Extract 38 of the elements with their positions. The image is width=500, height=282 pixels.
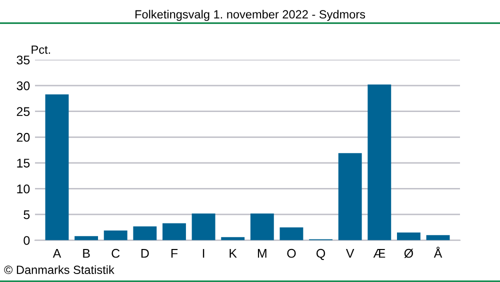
bar bbox=[74, 236, 98, 240]
y-tick-label: 25 bbox=[16, 107, 30, 116]
bar bbox=[45, 94, 69, 240]
y-tick-label: 15 bbox=[17, 158, 30, 168]
bar bbox=[221, 237, 245, 240]
y-tick-label: 20 bbox=[16, 132, 30, 142]
bar bbox=[104, 230, 128, 240]
y-tick-label: 35 bbox=[16, 56, 30, 64]
x-tick-label: Å bbox=[434, 246, 442, 258]
x-tick-label: V bbox=[346, 249, 354, 258]
bar bbox=[192, 213, 216, 240]
bar bbox=[396, 232, 420, 240]
x-tick-label: Ø bbox=[404, 248, 414, 258]
y-tick-label: 5 bbox=[24, 210, 30, 220]
bar bbox=[368, 84, 392, 240]
x-tick-label: D bbox=[141, 249, 149, 258]
x-tick-label: M bbox=[258, 249, 266, 258]
bar bbox=[426, 235, 450, 240]
x-tick-label: K bbox=[230, 249, 237, 258]
bar bbox=[133, 226, 157, 240]
x-tick-label: F bbox=[171, 249, 178, 258]
chart-title: Folketingsvalg 1. november 2022 - Sydmors bbox=[135, 10, 366, 21]
x-tick-label: I bbox=[202, 249, 204, 258]
x-tick-label: B bbox=[83, 249, 90, 258]
y-tick-label: 30 bbox=[16, 81, 30, 90]
x-tick-label: C bbox=[112, 248, 120, 258]
y-tick-label: 0 bbox=[24, 236, 30, 245]
bar bbox=[162, 223, 186, 240]
x-tick-label: O bbox=[287, 248, 296, 258]
text: © Danmarks Statistik bbox=[4, 265, 114, 274]
bar bbox=[250, 213, 274, 240]
x-tick-label: A bbox=[52, 249, 62, 258]
bar bbox=[338, 153, 362, 240]
x-tick-label: Æ bbox=[373, 249, 386, 258]
bar bbox=[280, 227, 304, 240]
y-axis-title: Pct. bbox=[32, 46, 50, 54]
x-tick-label: Q bbox=[316, 248, 326, 260]
y-tick-label: 10 bbox=[17, 184, 30, 194]
